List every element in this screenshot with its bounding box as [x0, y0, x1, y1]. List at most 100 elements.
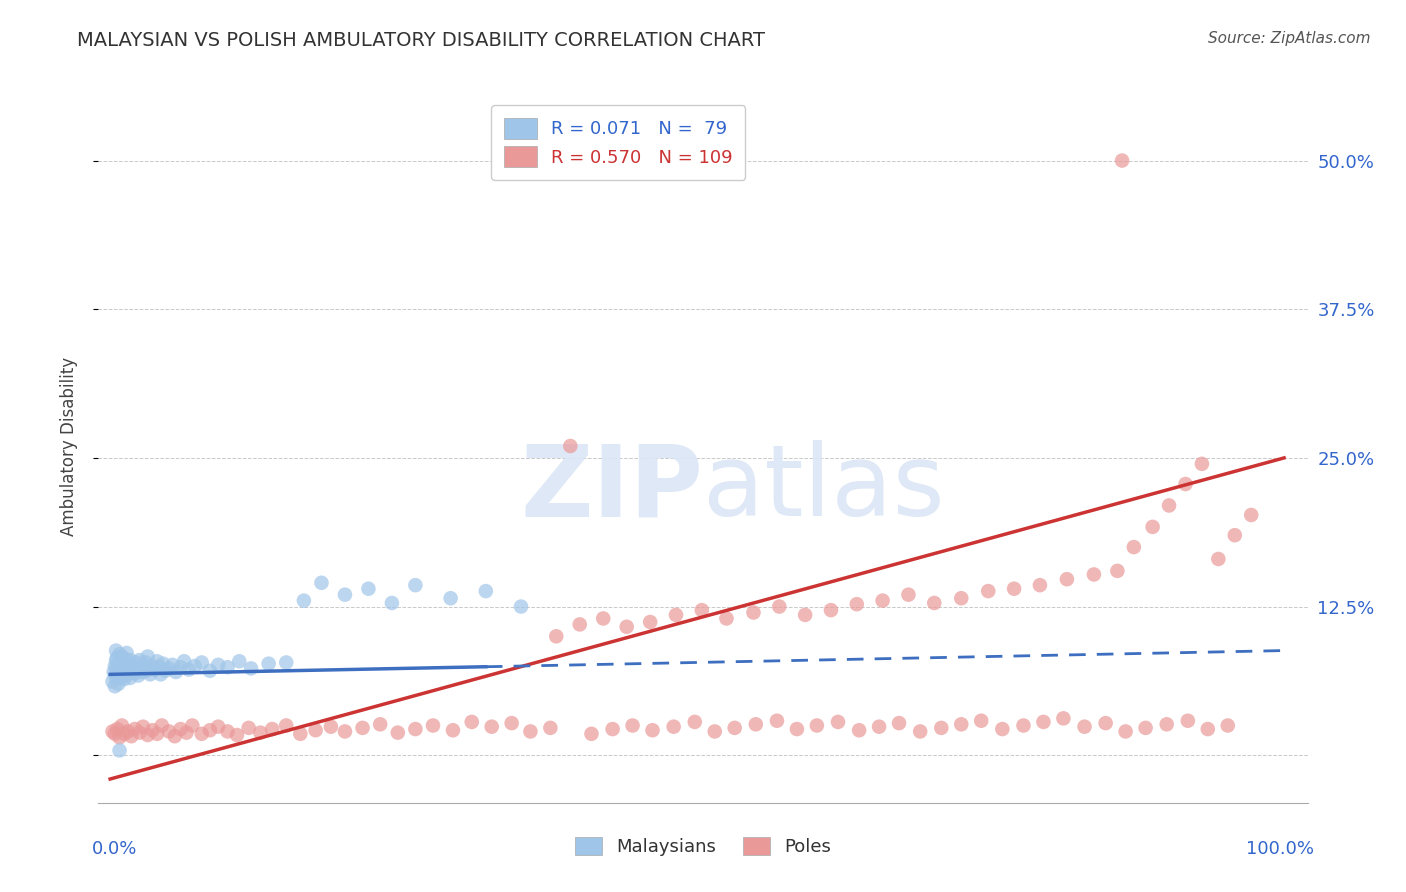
Point [290, 727, 312, 741]
Point [120, 664, 142, 678]
Point [124, 722, 146, 736]
Point [111, 663, 134, 677]
Point [111, 718, 134, 732]
Point [868, 720, 890, 734]
Point [1083, 567, 1105, 582]
Point [404, 578, 426, 592]
Point [141, 659, 163, 673]
Point [1177, 714, 1199, 728]
Point [257, 657, 280, 671]
Point [820, 603, 842, 617]
Point [742, 606, 765, 620]
Point [117, 661, 139, 675]
Point [101, 724, 124, 739]
Point [146, 727, 169, 741]
Point [929, 721, 952, 735]
Point [163, 729, 186, 743]
Point [786, 722, 808, 736]
Point [357, 582, 380, 596]
Point [112, 668, 135, 682]
Point [1208, 552, 1230, 566]
Point [104, 659, 127, 673]
Point [461, 714, 484, 729]
Point [134, 656, 156, 670]
Point [176, 725, 198, 739]
Point [319, 720, 342, 734]
Point [107, 677, 129, 691]
Point [127, 663, 149, 677]
Point [105, 671, 128, 685]
Point [121, 657, 143, 672]
Point [105, 643, 128, 657]
Point [1012, 718, 1035, 732]
Point [311, 575, 333, 590]
Point [108, 743, 131, 757]
Point [112, 654, 135, 668]
Point [115, 646, 138, 660]
Point [162, 657, 184, 672]
Point [703, 724, 725, 739]
Point [107, 664, 129, 678]
Point [262, 722, 284, 736]
Point [143, 663, 166, 677]
Point [177, 663, 200, 677]
Point [124, 666, 146, 681]
Point [112, 727, 135, 741]
Point [922, 596, 945, 610]
Point [120, 729, 142, 743]
Point [165, 665, 187, 679]
Point [111, 670, 134, 684]
Point [887, 716, 910, 731]
Point [198, 664, 221, 678]
Point [1056, 572, 1078, 586]
Point [118, 659, 141, 673]
Point [422, 718, 444, 732]
Point [538, 721, 561, 735]
Point [228, 654, 250, 668]
Point [616, 620, 638, 634]
Point [117, 667, 139, 681]
Point [441, 723, 464, 738]
Point [638, 615, 661, 629]
Point [827, 714, 849, 729]
Point [806, 718, 828, 732]
Point [146, 654, 169, 668]
Point [768, 599, 790, 614]
Point [519, 724, 541, 739]
Point [872, 593, 894, 607]
Point [127, 668, 149, 682]
Text: 0.0%: 0.0% [93, 840, 138, 858]
Point [794, 607, 817, 622]
Point [190, 656, 212, 670]
Point [950, 717, 973, 731]
Point [1032, 714, 1054, 729]
Point [249, 725, 271, 739]
Point [105, 653, 128, 667]
Point [970, 714, 993, 728]
Point [991, 722, 1014, 736]
Point [157, 724, 180, 739]
Point [207, 657, 229, 672]
Point [908, 724, 931, 739]
Point [115, 665, 138, 679]
Point [581, 727, 603, 741]
Point [333, 588, 356, 602]
Point [481, 720, 503, 734]
Point [104, 727, 127, 741]
Point [292, 593, 315, 607]
Point [110, 660, 132, 674]
Point [404, 722, 426, 736]
Point [105, 722, 128, 736]
Point [1115, 724, 1137, 739]
Point [105, 650, 128, 665]
Text: atlas: atlas [703, 441, 945, 537]
Point [217, 660, 239, 674]
Point [120, 671, 142, 685]
Text: Source: ZipAtlas.com: Source: ZipAtlas.com [1208, 31, 1371, 46]
Point [112, 672, 135, 686]
Point [105, 667, 128, 681]
Point [1157, 499, 1180, 513]
Point [1002, 582, 1025, 596]
Point [745, 717, 768, 731]
Point [665, 607, 688, 622]
